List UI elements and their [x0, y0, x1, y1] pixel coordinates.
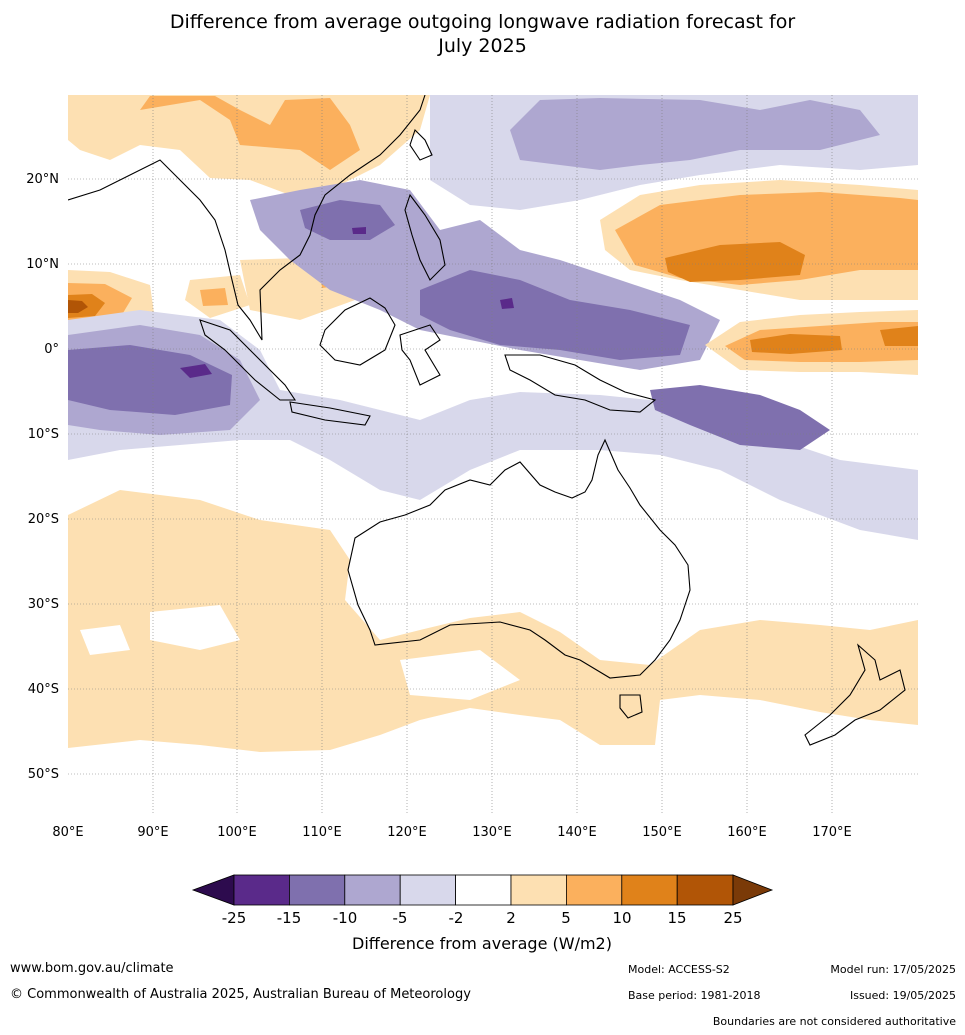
latitude-labels: 20°N 10°N 0° 10°S 20°S 30°S 40°S 50°S: [26, 172, 59, 782]
lon-label: 150°E: [642, 825, 682, 840]
new-guinea-coastline: [504, 354, 657, 413]
lon-label: 90°E: [137, 825, 168, 840]
colorbar-swatch: [621, 874, 678, 906]
australia-coastline: [347, 438, 691, 679]
tasmania-coastline: [619, 694, 643, 719]
colorbar-tick: 15: [667, 909, 686, 927]
colorbar-tick: 2: [506, 909, 516, 927]
lat-label: 10°S: [28, 427, 59, 442]
colorbar-swatch: [344, 874, 401, 906]
colorbar-tick: 10: [612, 909, 631, 927]
lon-label: 140°E: [557, 825, 597, 840]
model-run-date: Model run: 17/05/2025: [830, 963, 956, 976]
lon-label: 100°E: [217, 825, 257, 840]
colorbar-tick: -5: [393, 909, 408, 927]
sulawesi-coastline: [399, 324, 441, 386]
issued-date: Issued: 19/05/2025: [849, 989, 956, 1002]
colorbar-high-extension: [732, 874, 774, 906]
website-link[interactable]: www.bom.gov.au/climate: [10, 961, 174, 976]
colorbar-tick: 25: [723, 909, 742, 927]
colorbar-swatch: [455, 874, 512, 906]
colorbar-swatch: [233, 874, 290, 906]
colorbar-tick: -25: [222, 909, 247, 927]
lat-label: 0°: [44, 342, 59, 357]
lon-label: 130°E: [472, 825, 512, 840]
colorbar-low-extension: [191, 874, 235, 906]
title-line-1: Difference from average outgoing longwav…: [169, 11, 796, 33]
colorbar-swatch: [288, 874, 346, 906]
asia-coastline: [68, 95, 426, 341]
japan-coastline: [409, 128, 433, 161]
java-coastline: [289, 401, 371, 426]
title-line-2: July 2025: [438, 35, 527, 57]
lon-label: 80°E: [52, 825, 83, 840]
lat-label: 50°S: [28, 767, 59, 782]
graticule: [68, 95, 918, 815]
lon-label: 160°E: [727, 825, 767, 840]
lon-label: 110°E: [302, 825, 342, 840]
lat-label: 10°N: [26, 257, 59, 272]
coastlines: [68, 95, 906, 746]
lat-label: 20°N: [26, 172, 59, 187]
base-period: Base period: 1981-2018: [628, 989, 761, 1002]
colorbar-tick: -15: [277, 909, 302, 927]
colorbar-label: Difference from average (W/m2): [352, 934, 612, 953]
colorbar-tick: -10: [333, 909, 358, 927]
copyright-text: © Commonwealth of Australia 2025, Austra…: [10, 987, 471, 1002]
colorbar-swatch: [566, 874, 623, 906]
colorbar-swatch: [399, 874, 457, 906]
new-zealand-coastline: [804, 643, 906, 746]
colorbar-tick: 5: [561, 909, 571, 927]
borneo-coastline: [319, 297, 396, 366]
longitude-labels: 80°E 90°E 100°E 110°E 120°E 130°E 140°E …: [52, 825, 851, 840]
sumatra-coastline: [199, 319, 297, 401]
boundaries-disclaimer: Boundaries are not considered authoritat…: [712, 1015, 956, 1028]
lat-label: 30°S: [28, 597, 59, 612]
lon-label: 120°E: [387, 825, 427, 840]
model-name: Model: ACCESS-S2: [628, 963, 730, 976]
colorbar: [191, 874, 774, 906]
colorbar-swatch: [676, 874, 734, 906]
lon-label: 170°E: [812, 825, 852, 840]
colorbar-swatch: [510, 874, 567, 906]
olr-anomaly-fields: [68, 95, 918, 752]
chart-title: Difference from average outgoing longwav…: [0, 10, 965, 58]
colorbar-tick: -2: [449, 909, 464, 927]
philippines-coastline: [404, 193, 446, 281]
lat-label: 40°S: [28, 682, 59, 697]
lat-label: 20°S: [28, 512, 59, 527]
colorbar-tick-labels: -25 -15 -10 -5 -2 2 5 10 15 25: [222, 909, 743, 927]
